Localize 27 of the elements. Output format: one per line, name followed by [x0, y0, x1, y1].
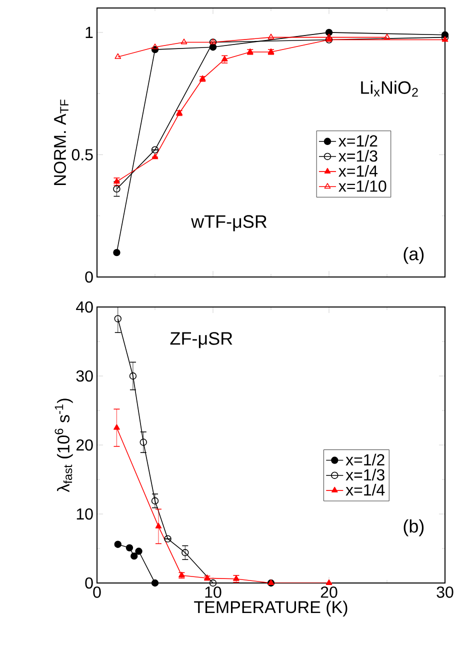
x-tick-label: 0 — [93, 586, 101, 598]
annotation: wTF-μSR — [190, 215, 266, 232]
x-tick-label: 30 — [436, 586, 454, 598]
y-axis-title: λ$_{fast}$ (10$^{6}$ s$^{-1}$) — [54, 398, 73, 492]
legend-label: x=1/10 — [338, 180, 386, 192]
x-tick-label: 20 — [320, 586, 338, 598]
legend-label: x=1/2 — [338, 134, 378, 147]
legend-label: x=1/3 — [346, 468, 384, 481]
y-tick-label: 30 — [76, 370, 93, 382]
y-tick-label: 0 — [85, 271, 93, 283]
y-axis-title: NORM. A$_{TF}$ — [54, 100, 68, 185]
x-tick-label: 10 — [205, 586, 222, 598]
annotation: (a) — [404, 247, 424, 264]
legend-label: x=1/4 — [338, 165, 378, 177]
x-axis-title: TEMPERATURE (K) — [194, 600, 348, 617]
annotation: (b) — [404, 519, 424, 536]
legend-label: x=1/3 — [338, 150, 378, 162]
y-tick-label: 20 — [76, 439, 93, 451]
y-tick-label: 10 — [76, 508, 93, 520]
y-tick-label: 0.5 — [72, 149, 93, 160]
y-tick-label: 40 — [76, 301, 93, 313]
y-tick-label: 0 — [85, 577, 93, 589]
annotation: Li$_{x}$NiO$_{2}$ — [361, 80, 418, 97]
y-tick-label: 1 — [86, 26, 93, 38]
legend-label: x=1/4 — [346, 484, 385, 496]
legend-label: x=1/2 — [346, 454, 384, 466]
annotation: ZF-μSR — [170, 332, 232, 348]
